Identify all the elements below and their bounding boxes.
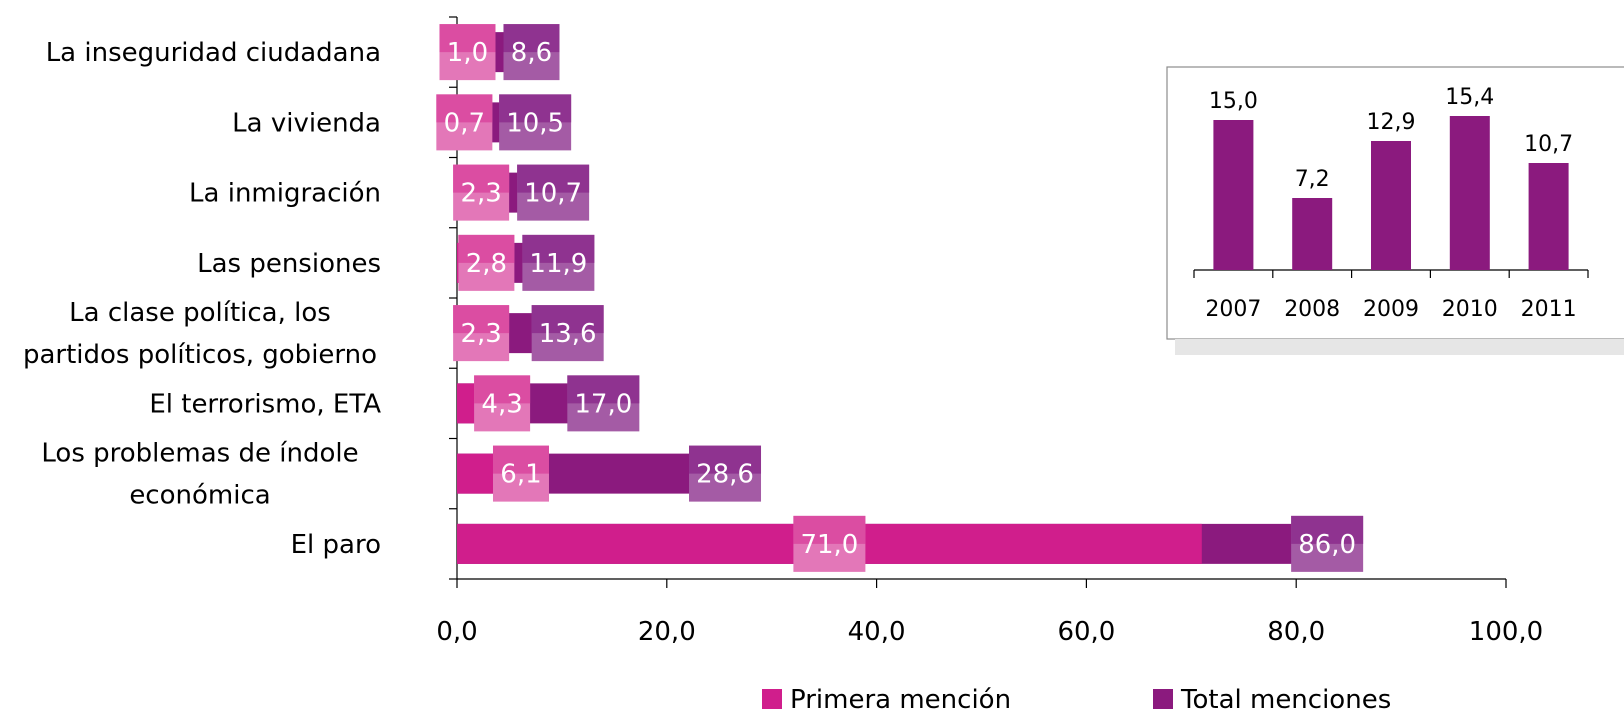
legend-swatch <box>762 689 782 709</box>
data-label-box-primera-shade <box>492 445 549 474</box>
category-labels: El paro Los problemas de índole económica E… <box>23 38 381 560</box>
inset-x-tick-label: 2009 <box>1363 297 1419 322</box>
x-tick-label: 40,0 <box>848 617 906 647</box>
inset-bar <box>1371 141 1411 270</box>
data-label-total: 28,6 <box>696 460 754 490</box>
data-label-box-total-shade <box>522 234 595 263</box>
data-label-box-primera-shade <box>453 164 510 193</box>
data-label-primera: 71,0 <box>800 530 858 560</box>
inset-data-label: 7,2 <box>1295 167 1330 192</box>
category-label: La inseguridad ciudadana <box>46 38 381 68</box>
inset-x-tick-label: 2010 <box>1442 297 1498 322</box>
inset-bar <box>1528 163 1569 270</box>
x-tick-label: 20,0 <box>638 617 696 647</box>
inset-bar <box>1449 116 1490 270</box>
main-axes: 0,0 20,0 40,0 60,0 80,0 100,0 <box>436 16 1543 647</box>
category-label: El paro <box>291 530 381 560</box>
x-tick-label: 0,0 <box>436 617 477 647</box>
data-label-primera: 0,7 <box>444 108 485 138</box>
legend-swatch <box>1153 689 1173 709</box>
inset-data-label: 15,0 <box>1209 89 1258 114</box>
data-label-box-total-shade <box>531 305 604 334</box>
data-label-box-primera-shade <box>439 24 496 53</box>
data-label-primera: 2,3 <box>460 179 501 209</box>
data-label-primera: 2,8 <box>466 249 507 279</box>
inset-shadow <box>1175 339 1624 355</box>
data-label-box-total-shade <box>499 94 572 123</box>
x-tick-label: 60,0 <box>1057 617 1115 647</box>
legend-label: Primera mención <box>790 685 1011 715</box>
category-label: Las pensiones <box>197 249 381 279</box>
data-label-box-primera-shade <box>793 515 866 544</box>
data-label-box-total-shade <box>517 164 590 193</box>
legend: Primera mención Total menciones <box>762 685 1391 715</box>
inset-chart: 15,0 2007 7,2 2008 12,9 2009 15,4 2010 10,7 2011 <box>1166 66 1624 355</box>
inset-x-tick-label: 2008 <box>1284 297 1340 322</box>
data-label-total: 10,5 <box>506 108 564 138</box>
data-label-box-total-shade <box>503 24 560 53</box>
inset-x-tick-label: 2007 <box>1205 297 1261 322</box>
data-label-total: 11,9 <box>529 249 587 279</box>
data-label-primera: 2,3 <box>460 319 501 349</box>
category-label: económica <box>129 481 270 511</box>
category-label: La clase política, los <box>69 298 331 328</box>
data-label-primera: 6,1 <box>500 460 541 490</box>
category-label: El terrorismo, ETA <box>149 389 381 419</box>
category-label: La vivienda <box>232 108 381 138</box>
inset-data-label: 15,4 <box>1445 85 1494 110</box>
data-label-total: 86,0 <box>1298 530 1356 560</box>
data-label-total: 17,0 <box>574 389 632 419</box>
data-label-box-primera-shade <box>453 305 510 334</box>
data-label-box-total-shade <box>567 375 640 404</box>
data-label-primera: 1,0 <box>447 38 488 68</box>
data-label-box-total-shade <box>1291 515 1364 544</box>
inset-data-label: 10,7 <box>1524 132 1573 157</box>
inset-x-tick-label: 2011 <box>1521 297 1577 322</box>
data-label-box-total-shade <box>689 445 762 474</box>
category-label: Los problemas de índole <box>41 439 358 469</box>
category-label: partidos políticos, gobierno <box>23 340 377 370</box>
main-bars: 71,0 86,0 6,1 28,6 4,3 17,0 2,3 13,6 2,8 11,9 2,3 1… <box>436 24 1364 572</box>
inset-bar <box>1292 198 1333 270</box>
data-label-total: 8,6 <box>511 38 552 68</box>
inset-data-label: 12,9 <box>1367 110 1416 135</box>
inset-bar <box>1213 120 1254 270</box>
data-label-total: 13,6 <box>539 319 597 349</box>
data-label-box-primera-shade <box>436 94 493 123</box>
x-tick-label: 100,0 <box>1469 617 1543 647</box>
data-label-box-primera-shade <box>474 375 531 404</box>
data-label-primera: 4,3 <box>481 389 522 419</box>
data-label-total: 10,7 <box>524 179 582 209</box>
data-label-box-primera-shade <box>458 234 515 263</box>
category-label: La inmigración <box>189 179 381 209</box>
x-tick-label: 80,0 <box>1267 617 1325 647</box>
legend-label: Total menciones <box>1180 685 1391 715</box>
